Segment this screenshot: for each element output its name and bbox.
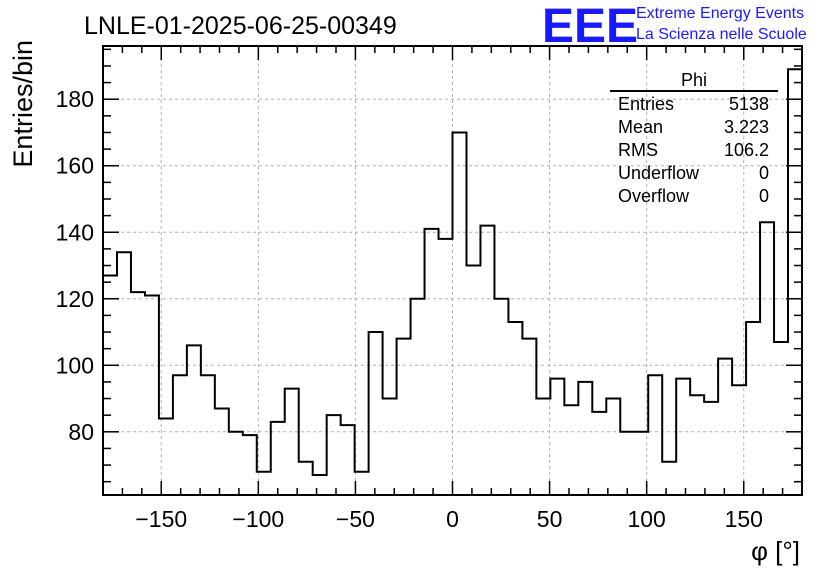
stats-row-label: Entries	[618, 94, 674, 114]
histogram-bin	[243, 435, 257, 495]
logo-line-2: La Scienza nelle Scuole	[636, 26, 807, 43]
histogram-bin	[746, 322, 760, 495]
stats-rows: Entries 5138 Mean 3.223 RMS 106.2 Underflow 0 Ov…	[618, 94, 769, 206]
histogram-bin	[299, 462, 313, 495]
histogram-bin	[173, 375, 187, 495]
eee-logo: EEE Extreme Energy Events La Scienza nel…	[542, 0, 807, 53]
stats-row-value: 0	[759, 163, 769, 183]
x-axis-ticks: −150 −100 −50 0 50 100 150	[102, 46, 803, 532]
x-axis-label: φ [°]	[751, 536, 800, 566]
stats-row-label: Underflow	[618, 163, 700, 183]
histogram-bin	[592, 412, 606, 495]
histogram-bin	[425, 229, 439, 495]
histogram-bin	[103, 275, 117, 495]
x-tick-label: −100	[232, 506, 284, 532]
histogram-bin	[536, 399, 550, 495]
stats-row-label: Overflow	[618, 186, 690, 206]
y-tick-label: 120	[56, 286, 94, 312]
histogram-line	[103, 68, 802, 477]
histogram-bin	[774, 342, 788, 495]
histogram-bin	[732, 385, 746, 495]
stats-row-label: Mean	[618, 117, 663, 137]
histogram-bin	[578, 382, 592, 495]
histogram-bin	[648, 375, 662, 495]
x-tick-label: 150	[725, 506, 763, 532]
y-tick-label: 180	[56, 86, 94, 112]
histogram-bin	[229, 432, 243, 495]
histogram-bin	[285, 389, 299, 495]
y-axis-label: Entries/bin	[8, 40, 38, 168]
histogram-bin	[690, 395, 704, 495]
chart-title: LNLE-01-2025-06-25-00349	[84, 12, 397, 40]
histogram-bin	[494, 299, 508, 495]
histogram-bin	[564, 405, 578, 495]
histogram-bin	[355, 472, 369, 495]
histogram-bin	[453, 132, 467, 495]
x-tick-label: 0	[446, 506, 459, 532]
x-tick-label: 50	[537, 506, 563, 532]
stats-box: Phi Entries 5138 Mean 3.223 RMS 106.2 Underflo…	[610, 70, 778, 206]
histogram-bin	[466, 266, 480, 495]
stats-title: Phi	[681, 70, 707, 90]
stats-row-value: 5138	[729, 94, 769, 114]
histogram-bin	[411, 299, 425, 495]
histogram-bin	[480, 226, 494, 495]
stats-row-value: 3.223	[724, 117, 769, 137]
histogram-bin	[508, 322, 522, 495]
histogram-bin	[215, 409, 229, 495]
histogram-bin	[397, 339, 411, 495]
y-tick-label: 160	[56, 153, 94, 179]
stats-row-value: 0	[759, 186, 769, 206]
histogram-bin	[718, 359, 732, 495]
y-axis-ticks: 80 100 120 140 160 180	[56, 48, 802, 483]
histogram-bin	[662, 462, 676, 495]
histogram-bin	[522, 339, 536, 495]
histogram-bin	[341, 425, 355, 495]
y-tick-label: 140	[56, 219, 94, 245]
histogram-bin	[201, 375, 215, 495]
logo-line-1: Extreme Energy Events	[636, 5, 804, 22]
y-tick-label: 80	[68, 419, 94, 445]
stats-row-label: RMS	[618, 140, 658, 160]
histogram-bin	[117, 252, 131, 495]
histogram-bin	[676, 379, 690, 495]
histogram-bin	[439, 239, 453, 495]
histogram-bin	[620, 432, 634, 495]
histogram-bin	[369, 332, 383, 495]
histogram-bin	[383, 399, 397, 495]
logo-mark: EEE	[542, 0, 638, 53]
grid-lines	[103, 46, 802, 495]
histogram-bin	[606, 399, 620, 495]
x-tick-label: −50	[336, 506, 375, 532]
y-tick-label: 100	[56, 352, 94, 378]
stats-row-value: 106.2	[724, 140, 769, 160]
histogram-bin	[131, 292, 145, 495]
x-tick-label: 100	[627, 506, 665, 532]
histogram-bin	[187, 345, 201, 495]
histogram-bin	[313, 475, 327, 495]
x-tick-label: −150	[135, 506, 187, 532]
histogram-bins	[103, 68, 802, 495]
histogram-bin	[327, 415, 341, 495]
histogram-bin	[550, 379, 564, 495]
histogram-bin	[271, 422, 285, 495]
histogram-bin	[760, 222, 774, 495]
histogram-bin	[704, 402, 718, 495]
histogram-bin	[145, 295, 159, 495]
